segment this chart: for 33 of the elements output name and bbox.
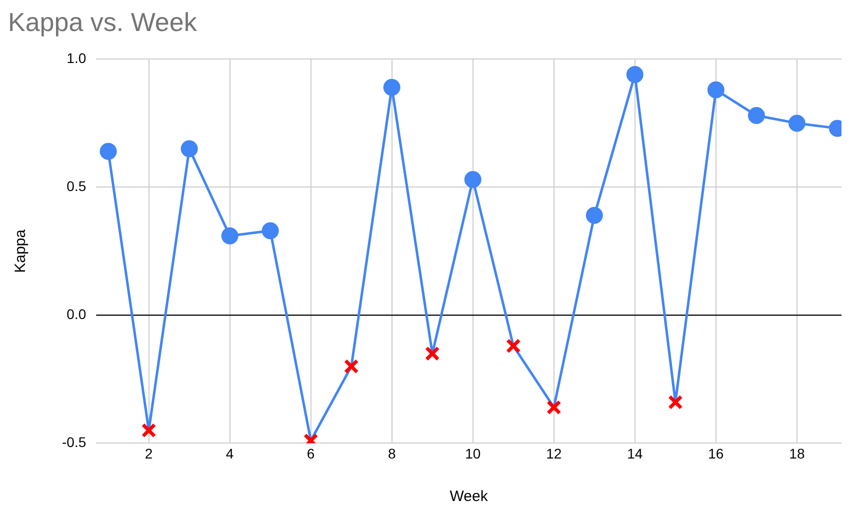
- x-axis-title: Week: [450, 488, 488, 506]
- point: [586, 206, 603, 224]
- x-tick-label: 14: [627, 445, 643, 462]
- x-tick-label: 8: [388, 445, 396, 462]
- point: [464, 171, 482, 188]
- point: [707, 81, 724, 98]
- point: [506, 338, 521, 354]
- point: [383, 78, 400, 96]
- x-tick-label: 6: [306, 445, 315, 462]
- point: [788, 114, 806, 132]
- point: [221, 227, 238, 244]
- point: [626, 66, 644, 84]
- point: [100, 142, 117, 160]
- point: [424, 346, 440, 362]
- x-tick-label: 4: [226, 445, 234, 462]
- x-tick-label: 10: [465, 445, 481, 462]
- x-tick-label: 12: [546, 445, 562, 462]
- point: [668, 394, 683, 410]
- x-tick-label: 18: [789, 445, 805, 462]
- point: [546, 400, 562, 415]
- y-tick-label: 0.0: [66, 306, 86, 322]
- y-tick-label: -0.5: [62, 434, 86, 450]
- y-tick-label: 0.5: [66, 178, 86, 194]
- x-tick-label: 16: [708, 445, 724, 462]
- y-tick-label: 1.0: [66, 50, 86, 66]
- point: [344, 358, 359, 374]
- x-tick-label: 2: [144, 445, 153, 462]
- chart-title: Kappa vs. Week: [8, 6, 198, 37]
- point: [262, 222, 279, 240]
- point: [141, 422, 156, 438]
- point: [748, 107, 765, 124]
- y-axis-title: Kappa: [12, 228, 30, 273]
- point: [180, 140, 198, 158]
